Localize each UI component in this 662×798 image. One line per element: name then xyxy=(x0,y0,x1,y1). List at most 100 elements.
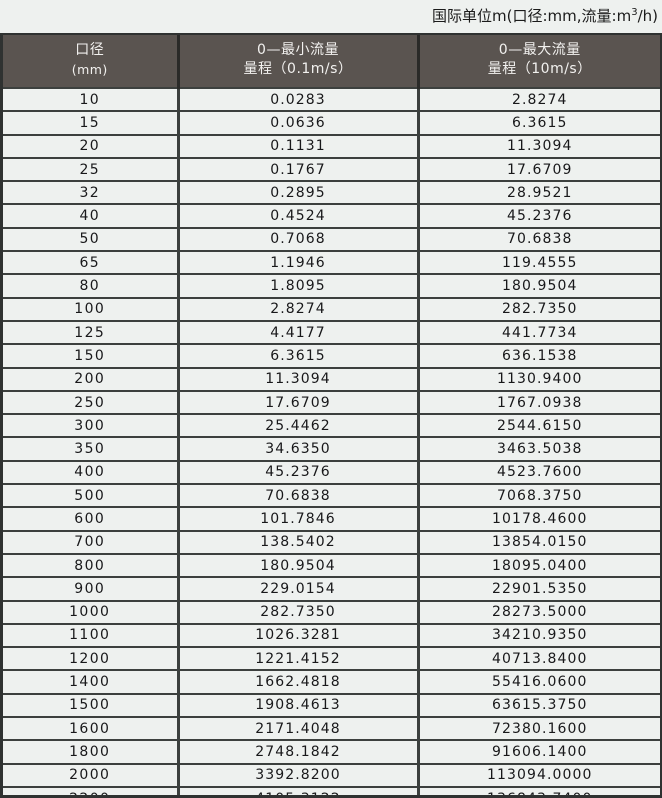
cell-max-flow-range: 180.9504 xyxy=(418,273,660,298)
table-row: 150 6.3615 636.1538 xyxy=(3,343,660,368)
table-row: 1100 1026.3281 34210.9350 xyxy=(3,622,660,648)
cell-max-flow-range: 28273.5000 xyxy=(418,599,660,624)
table-caption-bar: 国际单位m(口径:mm,流量:m3/h) xyxy=(0,0,662,33)
table-row: 25 0.1767 17.6709 xyxy=(3,156,660,182)
cell-min-flow-range: 0.0283 xyxy=(178,86,420,112)
column-header-min-flow-range: 0—最小流量 量程（0.1m/s） xyxy=(178,35,420,88)
cell-min-flow-range: 2.8274 xyxy=(178,296,420,321)
cell-nominal-diameter: 500 xyxy=(3,483,180,508)
cell-min-flow-range: 1908.4613 xyxy=(178,692,420,718)
table-row: 1500 1908.4613 63615.3750 xyxy=(3,692,660,718)
cell-max-flow-range: 17.6709 xyxy=(418,156,660,182)
table-row: 200 11.3094 1130.9400 xyxy=(3,366,660,391)
cell-min-flow-range: 229.0154 xyxy=(178,576,420,601)
cell-max-flow-range: 2.8274 xyxy=(418,86,660,112)
cell-max-flow-range: 636.1538 xyxy=(418,343,660,368)
table-row: 1400 1662.4818 55416.0600 xyxy=(3,669,660,694)
cell-min-flow-range: 2748.1842 xyxy=(178,739,420,764)
cell-nominal-diameter: 700 xyxy=(3,529,180,554)
table-row: 40 0.4524 45.2376 xyxy=(3,203,660,228)
table-row: 10 0.0283 2.8274 xyxy=(3,86,660,112)
cell-nominal-diameter: 300 xyxy=(3,413,180,438)
cell-min-flow-range: 70.6838 xyxy=(178,483,420,508)
cell-max-flow-range: 63615.3750 xyxy=(418,692,660,718)
cell-max-flow-range: 1767.0938 xyxy=(418,389,660,415)
flow-range-table: 口径 (mm) 0—最小流量 量程（0.1m/s） 0—最大流量 量程（10m/… xyxy=(3,35,660,795)
cell-nominal-diameter: 2000 xyxy=(3,762,180,787)
cell-min-flow-range: 180.9504 xyxy=(178,552,420,578)
cell-max-flow-range: 441.7734 xyxy=(418,319,660,345)
cell-min-flow-range: 2171.4048 xyxy=(178,716,420,741)
cell-nominal-diameter: 350 xyxy=(3,436,180,461)
table-row: 300 25.4462 2544.6150 xyxy=(3,413,660,438)
cell-min-flow-range: 0.1131 xyxy=(178,133,420,158)
cell-max-flow-range: 119.4555 xyxy=(418,250,660,275)
caption-superscript: 3 xyxy=(631,7,638,18)
cell-max-flow-range: 10178.4600 xyxy=(418,506,660,531)
cell-nominal-diameter: 600 xyxy=(3,506,180,531)
table-row: 1000 282.7350 28273.5000 xyxy=(3,599,660,624)
table-row: 50 0.7068 70.6838 xyxy=(3,226,660,252)
cell-min-flow-range: 101.7846 xyxy=(178,506,420,531)
table-row: 250 17.6709 1767.0938 xyxy=(3,389,660,415)
table-caption: 国际单位m(口径:mm,流量:m3/h) xyxy=(432,8,658,25)
cell-min-flow-range: 1026.3281 xyxy=(178,622,420,648)
cell-min-flow-range: 1.8095 xyxy=(178,273,420,298)
cell-min-flow-range: 1662.4818 xyxy=(178,669,420,694)
header-min-flow-line2: 量程（0.1m/s） xyxy=(243,61,353,77)
header-min-flow-line1: 0—最小流量 xyxy=(257,42,339,58)
table-container: 口径 (mm) 0—最小流量 量程（0.1m/s） 0—最大流量 量程（10m/… xyxy=(0,33,662,798)
table-row: 22004105.3122136843.7400 xyxy=(3,785,660,795)
cell-nominal-diameter: 40 xyxy=(3,203,180,228)
cell-max-flow-range: 282.7350 xyxy=(418,296,660,321)
table-row: 900 229.0154 22901.5350 xyxy=(3,576,660,601)
cell-max-flow-range: 22901.5350 xyxy=(418,576,660,601)
cell-nominal-diameter: 150 xyxy=(3,343,180,368)
header-row: 口径 (mm) 0—最小流量 量程（0.1m/s） 0—最大流量 量程（10m/… xyxy=(3,35,660,88)
cell-max-flow-range: 34210.9350 xyxy=(418,622,660,648)
cell-nominal-diameter: 200 xyxy=(3,366,180,391)
table-row: 1600 2171.4048 72380.1600 xyxy=(3,716,660,741)
table-row: 700 138.5402 13854.0150 xyxy=(3,529,660,554)
cell-nominal-diameter: 800 xyxy=(3,552,180,578)
cell-nominal-diameter: 32 xyxy=(3,180,180,205)
cell-nominal-diameter: 20 xyxy=(3,133,180,158)
cell-max-flow-range: 4523.7600 xyxy=(418,459,660,485)
table-row: 1200 1221.4152 40713.8400 xyxy=(3,646,660,671)
table-row: 2000 3392.8200 113094.0000 xyxy=(3,762,660,787)
cell-nominal-diameter: 25 xyxy=(3,156,180,182)
header-nominal-diameter-line1: 口径 xyxy=(75,42,105,58)
cell-max-flow-range: 18095.0400 xyxy=(418,552,660,578)
table-row: 20 0.1131 11.3094 xyxy=(3,133,660,158)
table-row: 125 4.4177 441.7734 xyxy=(3,319,660,345)
caption-prefix: 国际单位m(口径:mm,流量:m xyxy=(432,7,632,25)
column-header-nominal-diameter: 口径 (mm) xyxy=(3,35,180,88)
cell-max-flow-range: 1130.9400 xyxy=(418,366,660,391)
cell-min-flow-range: 1.1946 xyxy=(178,250,420,275)
cell-max-flow-range: 91606.1400 xyxy=(418,739,660,764)
cell-nominal-diameter: 250 xyxy=(3,389,180,415)
cell-min-flow-range: 0.1767 xyxy=(178,156,420,182)
cell-nominal-diameter: 65 xyxy=(3,250,180,275)
cell-max-flow-range: 45.2376 xyxy=(418,203,660,228)
cell-nominal-diameter: 50 xyxy=(3,226,180,252)
cell-nominal-diameter: 80 xyxy=(3,273,180,298)
cell-max-flow-range: 3463.5038 xyxy=(418,436,660,461)
table-row: 1800 2748.1842 91606.1400 xyxy=(3,739,660,764)
cell-max-flow-range: 40713.8400 xyxy=(418,646,660,671)
cell-min-flow-range: 1221.4152 xyxy=(178,646,420,671)
table-row: 15 0.0636 6.3615 xyxy=(3,110,660,135)
cell-nominal-diameter: 1000 xyxy=(3,599,180,624)
cell-nominal-diameter: 400 xyxy=(3,459,180,485)
cell-nominal-diameter: 125 xyxy=(3,319,180,345)
cell-max-flow-range: 136843.7400 xyxy=(418,785,660,795)
cell-nominal-diameter: 15 xyxy=(3,110,180,135)
cell-min-flow-range: 0.0636 xyxy=(178,110,420,135)
cell-nominal-diameter: 900 xyxy=(3,576,180,601)
column-header-max-flow-range: 0—最大流量 量程（10m/s） xyxy=(418,35,660,88)
cell-min-flow-range: 138.5402 xyxy=(178,529,420,554)
cell-nominal-diameter: 1100 xyxy=(3,622,180,648)
table-row: 500 70.6838 7068.3750 xyxy=(3,483,660,508)
cell-max-flow-range: 70.6838 xyxy=(418,226,660,252)
